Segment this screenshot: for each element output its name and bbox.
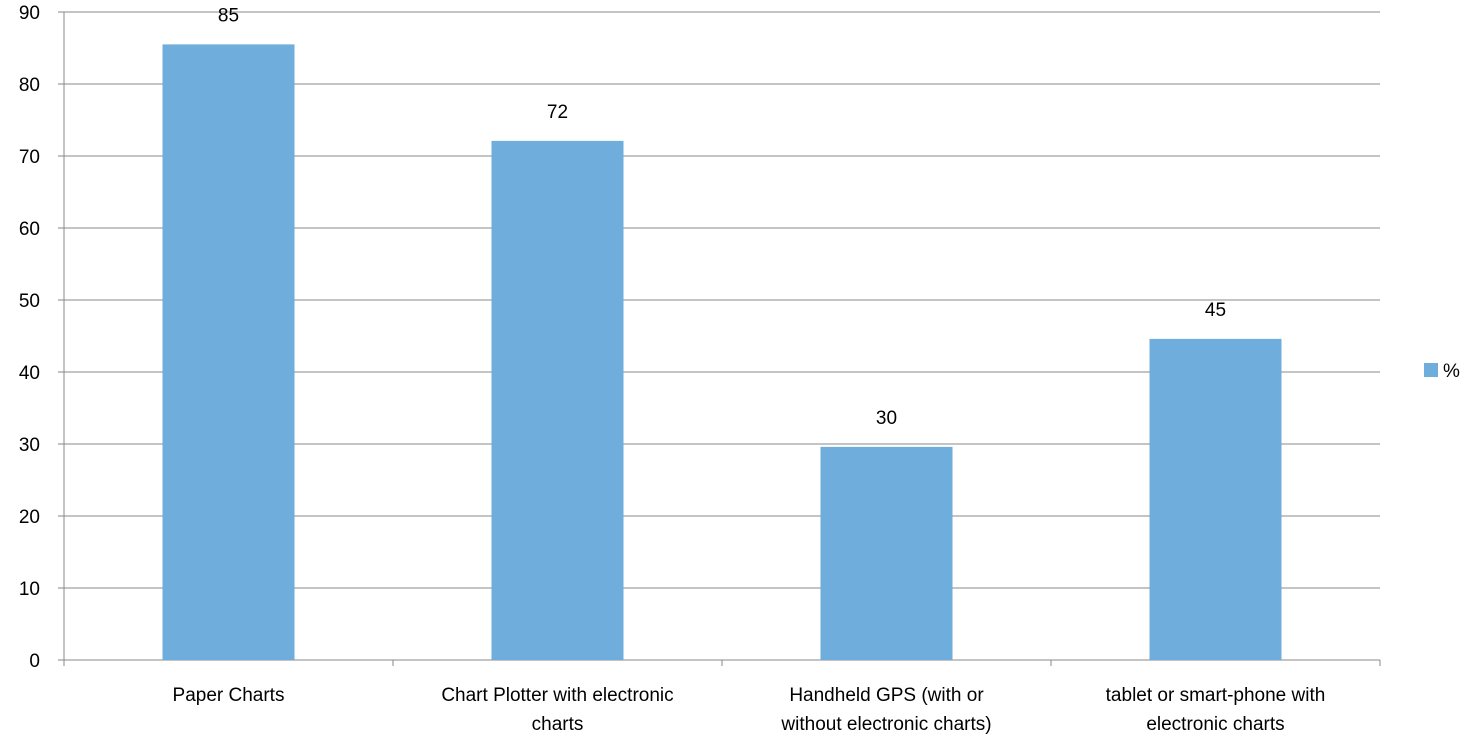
y-tick-label: 70 (19, 147, 40, 168)
y-tick-label: 40 (19, 363, 40, 384)
x-category-label: electronic charts (1146, 714, 1284, 735)
bar (491, 140, 624, 660)
legend-swatch (1424, 363, 1438, 377)
data-label: 45 (1205, 300, 1226, 321)
data-label: 85 (218, 5, 239, 26)
y-tick-label: 30 (19, 435, 40, 456)
x-category-label: charts (532, 714, 584, 735)
data-label: 72 (547, 102, 568, 123)
x-category-label: without electronic charts) (780, 714, 991, 735)
x-category-label: Handheld GPS (with or (789, 685, 984, 706)
y-tick-label: 10 (19, 579, 40, 600)
x-category-label: Chart Plotter with electronic (441, 685, 673, 706)
x-category-label: Paper Charts (173, 685, 285, 706)
y-tick-label: 50 (19, 291, 40, 312)
y-tick-label: 80 (19, 75, 40, 96)
x-category-label: tablet or smart-phone with (1106, 685, 1326, 706)
legend-label: % (1443, 361, 1460, 382)
y-tick-label: 90 (19, 3, 40, 24)
bar (1149, 338, 1282, 660)
bar (162, 44, 295, 660)
data-label: 30 (876, 408, 897, 429)
y-tick-label: 60 (19, 219, 40, 240)
bar (820, 446, 953, 660)
y-tick-label: 20 (19, 507, 40, 528)
y-tick-label: 0 (29, 651, 40, 672)
